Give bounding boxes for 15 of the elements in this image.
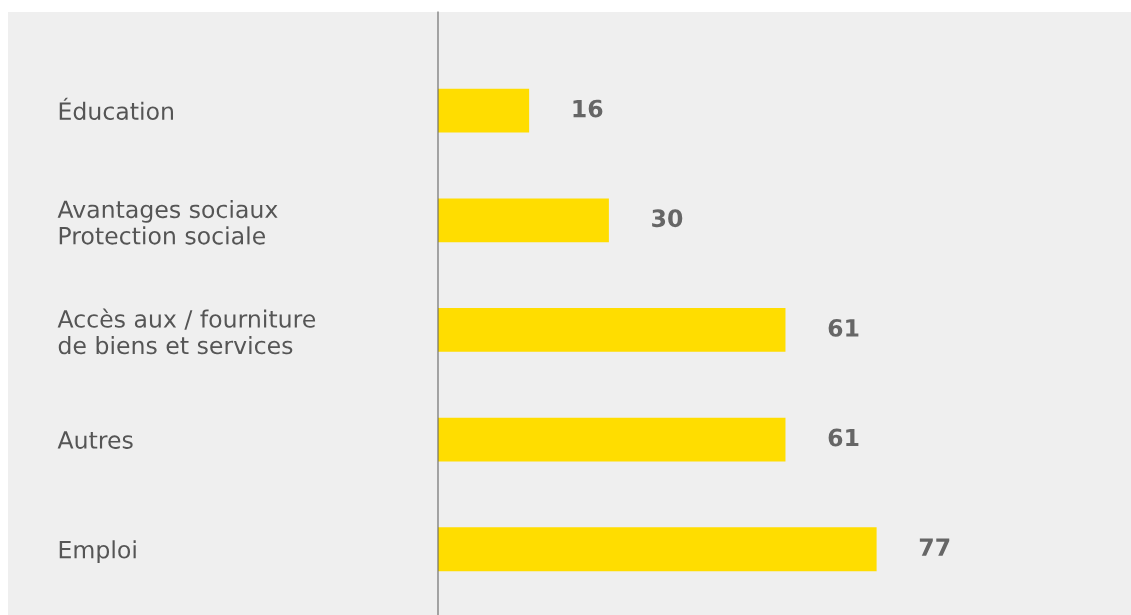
bar: [438, 417, 786, 462]
data-label: 61: [828, 318, 859, 337]
y-tick-label: Avantages sociaux Protection sociale: [57, 199, 278, 245]
data-label: 77: [919, 538, 950, 556]
y-tick-label: Éducation: [59, 97, 173, 120]
bar: [438, 88, 530, 133]
bar: [438, 308, 786, 352]
bar: [438, 527, 877, 572]
y-tick-label: Emploi: [59, 540, 136, 564]
data-label: 30: [652, 209, 683, 228]
bar: [438, 198, 609, 243]
y-tick-label: Accès aux / fourniture de biens et services: [57, 308, 316, 355]
data-label: 16: [573, 99, 603, 118]
data-label: 61: [828, 428, 859, 447]
y-tick-label: Autres: [57, 431, 133, 449]
